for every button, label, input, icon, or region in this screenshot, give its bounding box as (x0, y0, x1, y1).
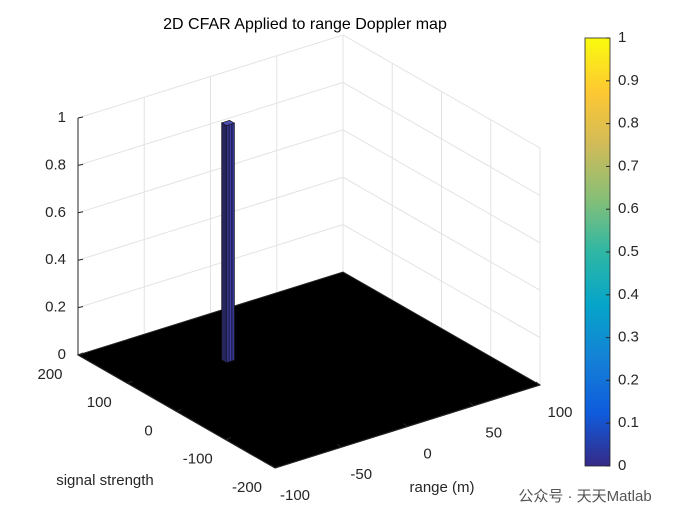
y-tick (225, 437, 231, 441)
x-tick (270, 464, 276, 469)
x-tick-label: 0 (423, 445, 431, 462)
colorbar-tick-label: 0.9 (618, 72, 639, 89)
z-tick (77, 211, 84, 214)
colorbar-tick-label: 0.5 (618, 243, 639, 260)
colorbar-tick-label: 0.4 (618, 286, 639, 303)
colorbar (584, 37, 611, 467)
x-tick-label: 50 (485, 425, 502, 442)
y-tick-label: -200 (232, 479, 262, 496)
z-tick-label: 1 (58, 109, 66, 126)
y-tick-label: -100 (183, 451, 213, 468)
spike-face (220, 119, 236, 126)
y-axis-label: signal strength (56, 472, 154, 489)
z-tick-label: 0.8 (45, 156, 66, 173)
z-tick-label: 0.4 (45, 251, 66, 268)
colorbar-tick-label: 1 (618, 29, 626, 46)
y-tick-label: 100 (87, 394, 112, 411)
z-tick (77, 116, 84, 119)
colorbar-tick-label: 0.6 (618, 200, 639, 217)
x-tick-label: -100 (280, 487, 310, 504)
z-tick-label: 0.6 (45, 204, 66, 221)
x-tick (469, 402, 475, 407)
y-tick-label: 0 (144, 422, 152, 439)
y-tick (127, 380, 133, 384)
colorbar-tick-label: 0 (618, 457, 626, 474)
y-tick-label: 200 (37, 366, 62, 383)
colorbar-tick-label: 0.8 (618, 115, 639, 132)
z-tick (77, 306, 84, 309)
z-tick-label: 0.2 (45, 299, 66, 316)
colorbar-tick-label: 0.2 (618, 371, 639, 388)
x-tick (535, 381, 541, 386)
x-tick-label: -50 (350, 466, 372, 483)
y-tick (77, 352, 84, 356)
z-tick (77, 163, 84, 166)
x-axis-label: range (m) (409, 479, 474, 496)
z-tick-label: 0 (58, 346, 66, 363)
chart-title: 2D CFAR Applied to range Doppler map (163, 16, 447, 33)
x-tick (336, 443, 342, 448)
x-tick (403, 423, 408, 427)
z-tick (77, 258, 84, 261)
colorbar-tick-label: 0.7 (618, 157, 639, 174)
colorbar-tick-label: 0.1 (618, 414, 639, 431)
watermark: 公众号 · 天天Matlab (518, 488, 651, 505)
y-tick (274, 465, 281, 469)
colorbar-tick-label: 0.3 (618, 329, 639, 346)
x-tick-label: 100 (547, 404, 572, 421)
spike-face (226, 122, 235, 364)
y-tick (176, 409, 182, 412)
